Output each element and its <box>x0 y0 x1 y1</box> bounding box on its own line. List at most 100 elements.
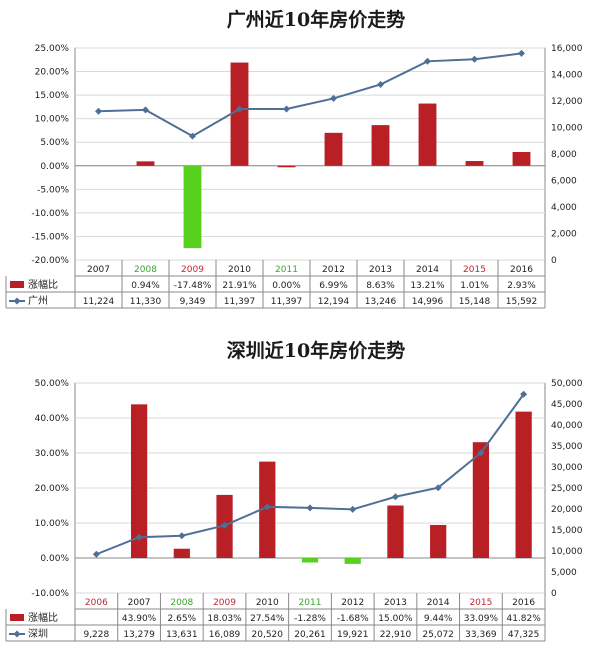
bar-value-2013: 8.63% <box>366 281 395 291</box>
right-axis-tick: 8,000 <box>551 150 577 160</box>
year-label-2009: 2009 <box>213 598 236 608</box>
left-axis-tick: -10.00% <box>31 209 69 219</box>
year-label-2011: 2011 <box>275 265 298 275</box>
right-axis-tick: 20,000 <box>551 505 583 515</box>
left-axis-tick: 40.00% <box>35 414 70 424</box>
price-value-2011: 20,261 <box>294 630 326 640</box>
year-label-2009: 2009 <box>181 265 204 275</box>
bar-2012 <box>344 558 361 564</box>
year-label-2015: 2015 <box>463 265 486 275</box>
price-value-2014: 14,996 <box>412 297 444 307</box>
bar-2011 <box>277 165 296 168</box>
price-point-2013 <box>391 493 399 501</box>
price-point-2007 <box>95 107 102 115</box>
year-label-2013: 2013 <box>384 598 407 608</box>
price-point-2009 <box>189 132 196 140</box>
price-value-2006: 9,228 <box>83 630 109 640</box>
right-axis-tick: 16,000 <box>551 44 583 54</box>
bar-value-2008: 0.94% <box>131 281 160 291</box>
bar-value-2016: 2.93% <box>507 281 536 291</box>
bar-2013 <box>387 505 404 558</box>
bar-2016 <box>512 151 531 166</box>
left-axis-tick: -15.00% <box>31 232 69 242</box>
right-axis-tick: 5,000 <box>551 568 577 578</box>
right-axis-tick: 14,000 <box>551 71 583 81</box>
right-axis-tick: 10,000 <box>551 547 583 557</box>
right-axis-tick: 40,000 <box>551 421 583 431</box>
left-axis-tick: 25.00% <box>35 44 70 54</box>
left-axis-tick: -5.00% <box>37 185 69 195</box>
right-axis-tick: 35,000 <box>551 442 583 452</box>
price-point-2016 <box>520 390 528 398</box>
year-label-2014: 2014 <box>427 598 450 608</box>
price-value-2015: 15,148 <box>459 297 491 307</box>
bar-value-2012: 6.99% <box>319 281 348 291</box>
legend-bar-label: 涨幅比 <box>28 611 58 624</box>
year-label-2010: 2010 <box>256 598 279 608</box>
year-label-2012: 2012 <box>322 265 345 275</box>
bar-2015 <box>465 161 484 166</box>
year-label-2007: 2007 <box>128 598 151 608</box>
price-point-2011 <box>306 504 314 512</box>
left-axis-tick: 0.00% <box>40 162 69 172</box>
left-axis-tick: 20.00% <box>35 68 70 78</box>
right-axis-tick: 4,000 <box>551 203 577 213</box>
legend-bar-swatch <box>10 614 24 621</box>
left-axis-tick: 15.00% <box>35 91 70 101</box>
bar-value-2014: 13.21% <box>410 281 445 291</box>
price-point-2012 <box>349 505 357 513</box>
price-point-2011 <box>283 105 290 113</box>
price-value-2010: 20,520 <box>252 630 284 640</box>
price-point-2013 <box>377 80 384 88</box>
price-point-2012 <box>330 94 337 102</box>
bar-2016 <box>515 411 532 558</box>
left-axis-tick: -20.00% <box>31 256 69 266</box>
guangzhou-chart: 广州近10年房价走势 25.00% 20.00% 15.00% 10.00% 5.00% 0… <box>0 0 592 320</box>
bar-2008 <box>173 548 190 558</box>
price-value-2009: 9,349 <box>180 297 206 307</box>
price-point-2015 <box>471 55 478 63</box>
bar-value-2013: 15.00% <box>378 614 413 624</box>
left-axis-tick: 5.00% <box>40 138 69 148</box>
price-point-2008 <box>142 106 149 114</box>
price-point-2009 <box>221 521 229 529</box>
price-value-2012: 12,194 <box>318 297 350 307</box>
year-label-2011: 2011 <box>299 598 322 608</box>
price-point-2007 <box>135 533 143 541</box>
chart-title: 深圳近10年房价走势 <box>227 339 405 362</box>
right-axis-tick: 12,000 <box>551 97 583 107</box>
legend-bar-label: 涨幅比 <box>28 278 58 291</box>
bar-value-2010: 27.54% <box>250 614 285 624</box>
year-label-2016: 2016 <box>510 265 533 275</box>
bar-2007 <box>130 404 148 558</box>
shenzhen-chart: 深圳近10年房价走势 50.00% 40.00% 30.00% 20.00% 10.00%… <box>0 328 592 658</box>
price-value-2016: 15,592 <box>506 297 538 307</box>
bar-value-2016: 41.82% <box>506 614 541 624</box>
price-point-2010 <box>236 105 243 113</box>
bar-2015 <box>472 442 490 558</box>
left-axis-tick: 10.00% <box>35 519 70 529</box>
year-label-2010: 2010 <box>228 265 251 275</box>
left-axis-tick: -10.00% <box>31 589 69 599</box>
price-point-2014 <box>424 57 431 65</box>
price-value-2011: 11,397 <box>271 297 303 307</box>
left-axis-tick: 10.00% <box>35 115 70 125</box>
legend-line-label: 广州 <box>28 295 48 307</box>
legend-line-label: 深圳 <box>28 628 48 640</box>
bar-2012 <box>324 132 343 166</box>
chart-title: 广州近10年房价走势 <box>227 8 405 31</box>
price-point-2010 <box>263 503 271 511</box>
price-value-2014: 25,072 <box>422 630 454 640</box>
bar-2013 <box>371 125 390 166</box>
year-label-2014: 2014 <box>416 265 439 275</box>
year-label-2015: 2015 <box>469 598 492 608</box>
year-label-2008: 2008 <box>170 598 193 608</box>
right-axis-tick: 30,000 <box>551 463 583 473</box>
bar-2014 <box>430 524 447 558</box>
price-value-2013: 13,246 <box>365 297 397 307</box>
bar-value-2010: 21.91% <box>222 281 257 291</box>
bar-value-2015: 33.09% <box>464 614 499 624</box>
right-axis-tick: 2,000 <box>551 230 577 240</box>
right-axis-tick: 10,000 <box>551 124 583 134</box>
left-axis-tick: 50.00% <box>35 379 70 389</box>
